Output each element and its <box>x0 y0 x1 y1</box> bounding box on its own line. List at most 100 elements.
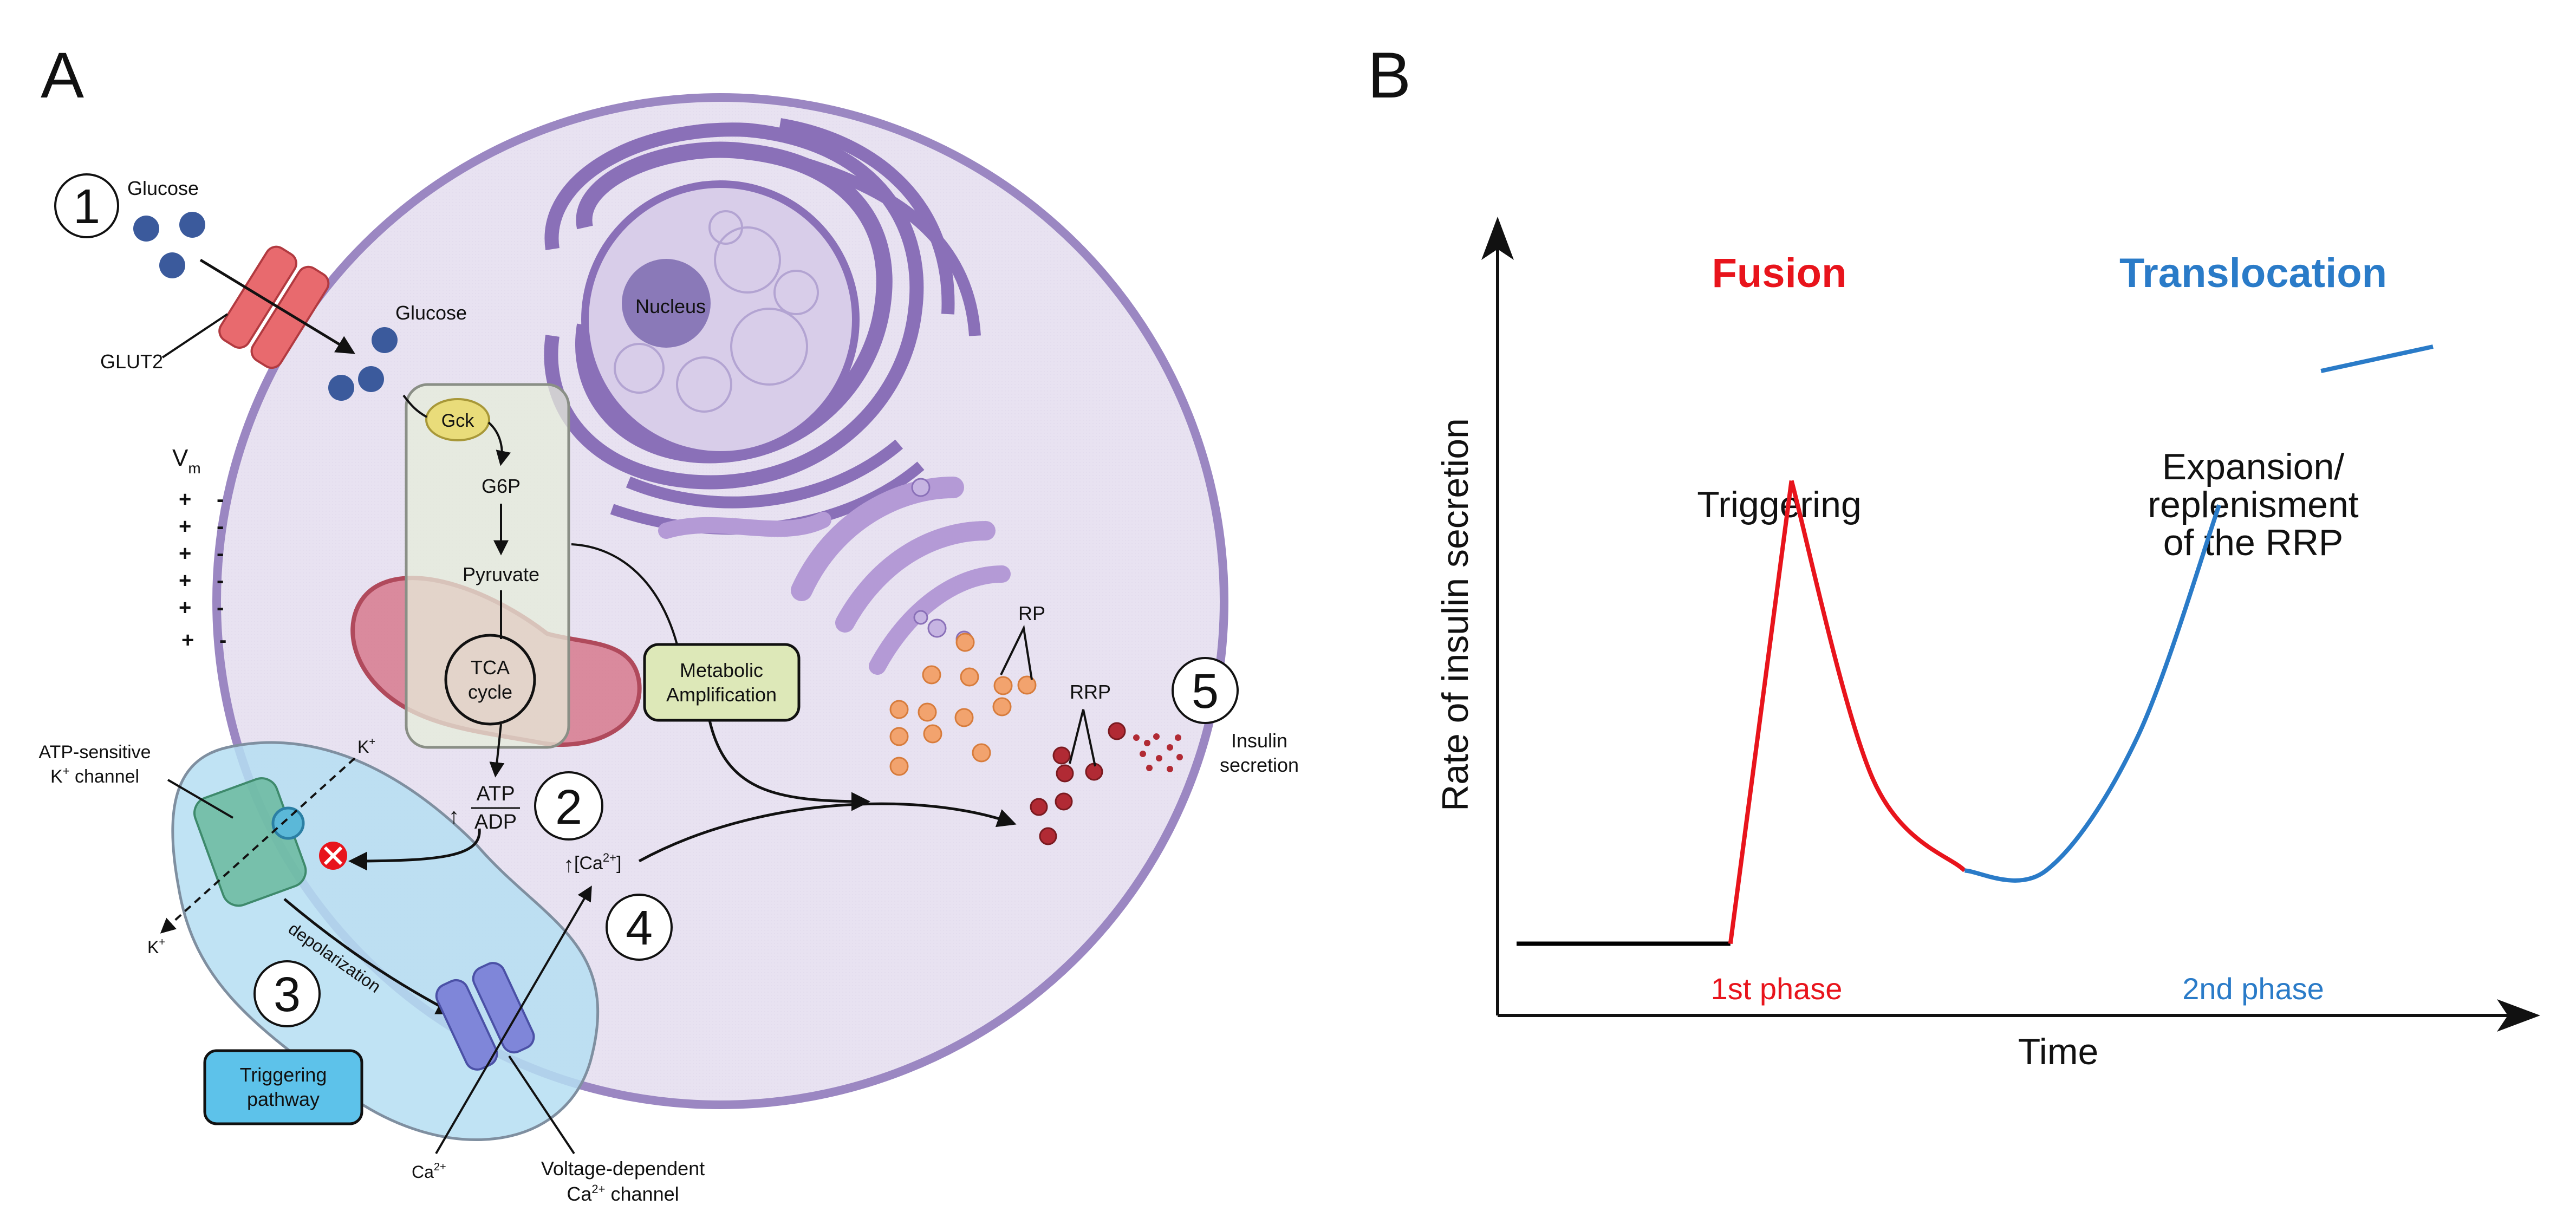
step-5-number: 5 <box>1192 665 1219 719</box>
tca-label-line2: cycle <box>468 681 512 703</box>
svg-text:+: + <box>179 514 191 538</box>
rp-granules <box>889 633 1037 776</box>
glut2-label: GLUT2 <box>100 350 163 373</box>
metabolic-amplification-box <box>643 643 801 722</box>
insulin-release <box>1133 733 1183 772</box>
katp-inhibit-cross <box>323 846 343 865</box>
ca-up-arrow: ↑ <box>563 853 574 877</box>
step-5-circle <box>1172 657 1239 724</box>
g6p-arrow <box>487 421 511 466</box>
y-axis-arrowhead <box>1481 217 1514 260</box>
first-phase-label: 1st phase <box>1711 972 1843 1006</box>
atp-arrow <box>489 724 505 778</box>
svg-text:+: + <box>179 569 191 592</box>
k-outside-label: K+ <box>147 936 165 957</box>
svg-text:+: + <box>179 487 191 511</box>
glut2-transporter <box>218 245 330 369</box>
nucleus <box>581 180 860 459</box>
ca-exocytosis-arrow <box>638 802 1017 863</box>
membrane-charges: + - + - + - + - + - + - <box>179 487 226 652</box>
tca-label-line1: TCA <box>471 656 510 679</box>
svg-text:-: - <box>217 596 224 620</box>
expansion-line-2: replenisment <box>2148 484 2358 525</box>
vdcc-label-line1: Voltage-dependent <box>541 1157 705 1180</box>
y-axis-label: Rate of insulin secretion <box>1435 418 1476 811</box>
glut2-pointer <box>161 313 229 359</box>
step-4-circle <box>606 894 673 961</box>
first-phase-rise-line <box>1728 480 1794 945</box>
rrp-pointer <box>1069 709 1096 767</box>
glucose-molecules-inside <box>328 327 398 401</box>
glucose-molecules-outside <box>133 212 205 278</box>
adp-label: ADP <box>474 811 517 833</box>
g6p-label: G6P <box>482 475 521 497</box>
pyruvate-label: Pyruvate <box>463 563 539 585</box>
gck-arrow <box>402 394 427 418</box>
insulin-label-line2: secretion <box>1220 754 1299 776</box>
glucose-outside-label: Glucose <box>127 177 199 199</box>
rrp-granules <box>1030 722 1126 845</box>
depolarization-arrow <box>283 898 456 1015</box>
vdcc-channel <box>435 962 535 1071</box>
atp-label: ATP <box>476 783 515 805</box>
panel-a-label: A <box>41 39 84 112</box>
insulin-label-line1: Insulin <box>1231 730 1287 752</box>
step-1-circle <box>54 173 119 238</box>
atp-up-arrow: ↑ <box>448 804 459 828</box>
expansion-line-3: of the RRP <box>2163 522 2344 563</box>
svg-text:-: - <box>217 542 224 565</box>
tca-cycle <box>444 634 536 726</box>
x-axis-label: Time <box>2018 1031 2099 1072</box>
step-1-number: 1 <box>73 180 100 234</box>
step-3-number: 3 <box>274 968 301 1022</box>
step-2-circle <box>534 771 603 841</box>
nucleolus <box>622 259 711 348</box>
katp-label-line2: K+ channel <box>50 764 139 787</box>
rp-label: RP <box>1018 602 1045 624</box>
translocation-label: Translocation <box>2119 250 2387 296</box>
metabolic-label-line2: Amplification <box>666 683 777 706</box>
katp-label-line1: ATP-sensitive <box>38 742 151 763</box>
katp-pointer <box>167 779 234 819</box>
ca-influx-arrow <box>435 885 592 1155</box>
svg-text:+: + <box>179 596 191 620</box>
gck-label: Gck <box>441 411 474 431</box>
metabolic-arrow <box>708 720 870 811</box>
step-3-circle <box>253 960 321 1027</box>
ca-inside-label: [Ca2+] <box>574 851 621 874</box>
panel-a: A Nucleus <box>38 39 1299 1205</box>
step-2-number: 2 <box>555 780 582 835</box>
gck-enzyme <box>425 398 490 441</box>
expansion-line-1: Expansion/ <box>2162 446 2345 487</box>
step-4-number: 4 <box>626 901 653 955</box>
vdcc-label-line2: Ca2+ channel <box>567 1182 679 1205</box>
second-phase-plateau-line <box>2320 344 2434 373</box>
k-inside-label: K+ <box>357 736 375 757</box>
svg-text:+: + <box>179 542 191 565</box>
glucose-inside-label: Glucose <box>395 302 467 324</box>
vdcc-pointer <box>508 1055 575 1155</box>
svg-text:-: - <box>217 569 224 592</box>
second-phase-series-line <box>1964 504 2221 883</box>
svg-text:-: - <box>219 628 226 652</box>
x-axis-arrowhead <box>2497 999 2540 1032</box>
metabolic-label-line1: Metabolic <box>680 659 763 681</box>
katp-pore <box>271 806 305 840</box>
second-phase-label: 2nd phase <box>2182 972 2324 1006</box>
panel-b: B Rate of insulin secretion Time Fusion … <box>1368 39 2540 1072</box>
fusion-label: Fusion <box>1712 250 1846 296</box>
triggering-label-line2: pathway <box>247 1088 320 1110</box>
svg-text:+: + <box>181 628 194 652</box>
golgi <box>658 477 1011 675</box>
vm-label: Vm <box>172 445 201 477</box>
svg-text:-: - <box>217 487 224 511</box>
k-flux-line <box>160 757 356 934</box>
triggering-pathway-box <box>203 1049 363 1125</box>
plot-area <box>1517 344 2434 946</box>
rrp-label: RRP <box>1070 681 1111 703</box>
panel-b-label: B <box>1368 39 1411 112</box>
nucleus-label: Nucleus <box>635 295 706 317</box>
first-phase-decay-line <box>1789 480 1967 872</box>
atp-inhibit-arrow <box>348 828 481 871</box>
ca-outside-label: Ca2+ <box>412 1161 446 1182</box>
